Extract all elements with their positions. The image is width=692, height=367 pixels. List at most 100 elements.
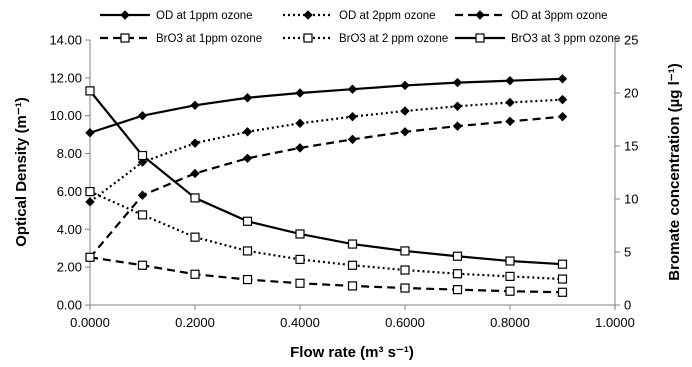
y-left-tick-label: 10.00 [49, 108, 82, 123]
x-tick-label: 0.8000 [490, 315, 530, 330]
data-point [242, 274, 253, 285]
y-left-tick-label: 6.00 [57, 184, 82, 199]
legend-marker [120, 33, 130, 43]
y-right-tick-label: 0 [624, 298, 631, 313]
data-point [557, 94, 568, 105]
series-line [89, 256, 563, 294]
legend-label: BrO3 at 3 ppm ozone [511, 33, 620, 45]
y-left-tick-label: 8.00 [57, 146, 82, 161]
data-point [190, 100, 200, 111]
x-axis-title: Flow rate (m³ s⁻¹) [290, 344, 414, 361]
series-line [89, 190, 563, 281]
data-point [557, 74, 568, 84]
legend-item: OD at 3ppm ozone [455, 10, 608, 22]
y-right-tick-label: 25 [624, 33, 638, 48]
data-point [295, 88, 305, 98]
data-point [452, 101, 463, 111]
data-point [452, 251, 463, 261]
data-point [557, 287, 568, 297]
data-point [452, 269, 463, 279]
data-point [295, 254, 305, 265]
series-5 [85, 186, 568, 284]
data-point [295, 278, 305, 288]
data-point [137, 210, 148, 220]
legend-label: OD at 1ppm ozone [156, 10, 253, 22]
data-point [557, 259, 568, 269]
data-point [295, 118, 305, 128]
data-point [400, 106, 410, 116]
data-point [505, 116, 515, 127]
data-point [557, 111, 568, 122]
tick-labels: 0.0000 0.2000 0.4000 0.6000 0.8000 1.0000 0.00… [49, 33, 638, 331]
data-point [400, 127, 410, 137]
x-tick-label: 1.0000 [595, 315, 635, 330]
data-point [505, 271, 515, 281]
data-point [557, 274, 568, 284]
y-right-tick-label: 10 [624, 192, 638, 207]
series-line [89, 90, 563, 266]
legend: OD at 1ppm ozone OD at 2ppm ozone OD at 3p… [100, 10, 620, 45]
y-right-tick-label: 20 [624, 86, 638, 101]
legend-item: OD at 1ppm ozone [100, 10, 253, 22]
data-point [505, 256, 515, 266]
legend-item: BrO3 at 2 ppm ozone [283, 33, 448, 45]
x-tick-label: 0.2000 [175, 315, 215, 330]
legend-marker [475, 33, 485, 43]
series-line [89, 115, 563, 259]
legend-marker [120, 10, 130, 20]
series-line [89, 77, 563, 134]
data-point [347, 281, 358, 291]
data-point [452, 121, 463, 131]
data-point [85, 128, 95, 138]
data-point [85, 86, 95, 96]
data-point [242, 93, 253, 103]
data-point [242, 216, 253, 226]
y-right-tick-label: 15 [624, 139, 638, 154]
legend-label: OD at 2ppm ozone [339, 10, 436, 22]
data-point [137, 260, 148, 270]
data-point [190, 269, 200, 279]
series-layer [85, 74, 568, 297]
y-axis-left-title: Optical Density (m⁻¹) [13, 97, 30, 247]
data-point [137, 190, 148, 200]
data-point [452, 77, 463, 88]
data-point [242, 127, 253, 137]
data-point [242, 153, 253, 164]
data-point [347, 111, 358, 122]
legend-label: BrO3 at 1ppm ozone [156, 33, 262, 45]
data-point [85, 186, 95, 197]
data-point [137, 111, 148, 121]
legend-item: OD at 2ppm ozone [283, 10, 436, 22]
data-point [190, 138, 200, 148]
data-point [400, 283, 410, 293]
legend-marker [303, 10, 313, 20]
y-left-tick-label: 0.00 [57, 298, 82, 313]
legend-marker [303, 33, 313, 43]
data-point [347, 84, 358, 94]
y-axis-right-title: Bromate concentration (µg l⁻¹) [666, 63, 683, 280]
legend-marker [475, 10, 485, 20]
data-point [85, 252, 95, 262]
y-left-tick-label: 12.00 [49, 70, 82, 85]
data-point [242, 246, 253, 256]
x-tick-label: 0.4000 [280, 315, 320, 330]
data-point [137, 150, 148, 161]
series-4 [85, 252, 568, 297]
data-point [400, 246, 410, 256]
series-line [89, 98, 563, 203]
data-point [452, 285, 463, 295]
x-tick-label: 0.0000 [70, 315, 110, 330]
data-point [505, 97, 515, 108]
y-left-tick-label: 2.00 [57, 260, 82, 275]
legend-label: OD at 3ppm ozone [511, 10, 608, 22]
data-point [190, 232, 200, 242]
data-point [347, 239, 358, 249]
y-right-tick-label: 5 [624, 245, 631, 260]
data-point [190, 168, 200, 179]
y-left-tick-label: 4.00 [57, 222, 82, 237]
legend-item: BrO3 at 1ppm ozone [100, 33, 262, 45]
data-point [295, 229, 305, 239]
series-6 [85, 86, 568, 269]
data-point [347, 134, 358, 145]
